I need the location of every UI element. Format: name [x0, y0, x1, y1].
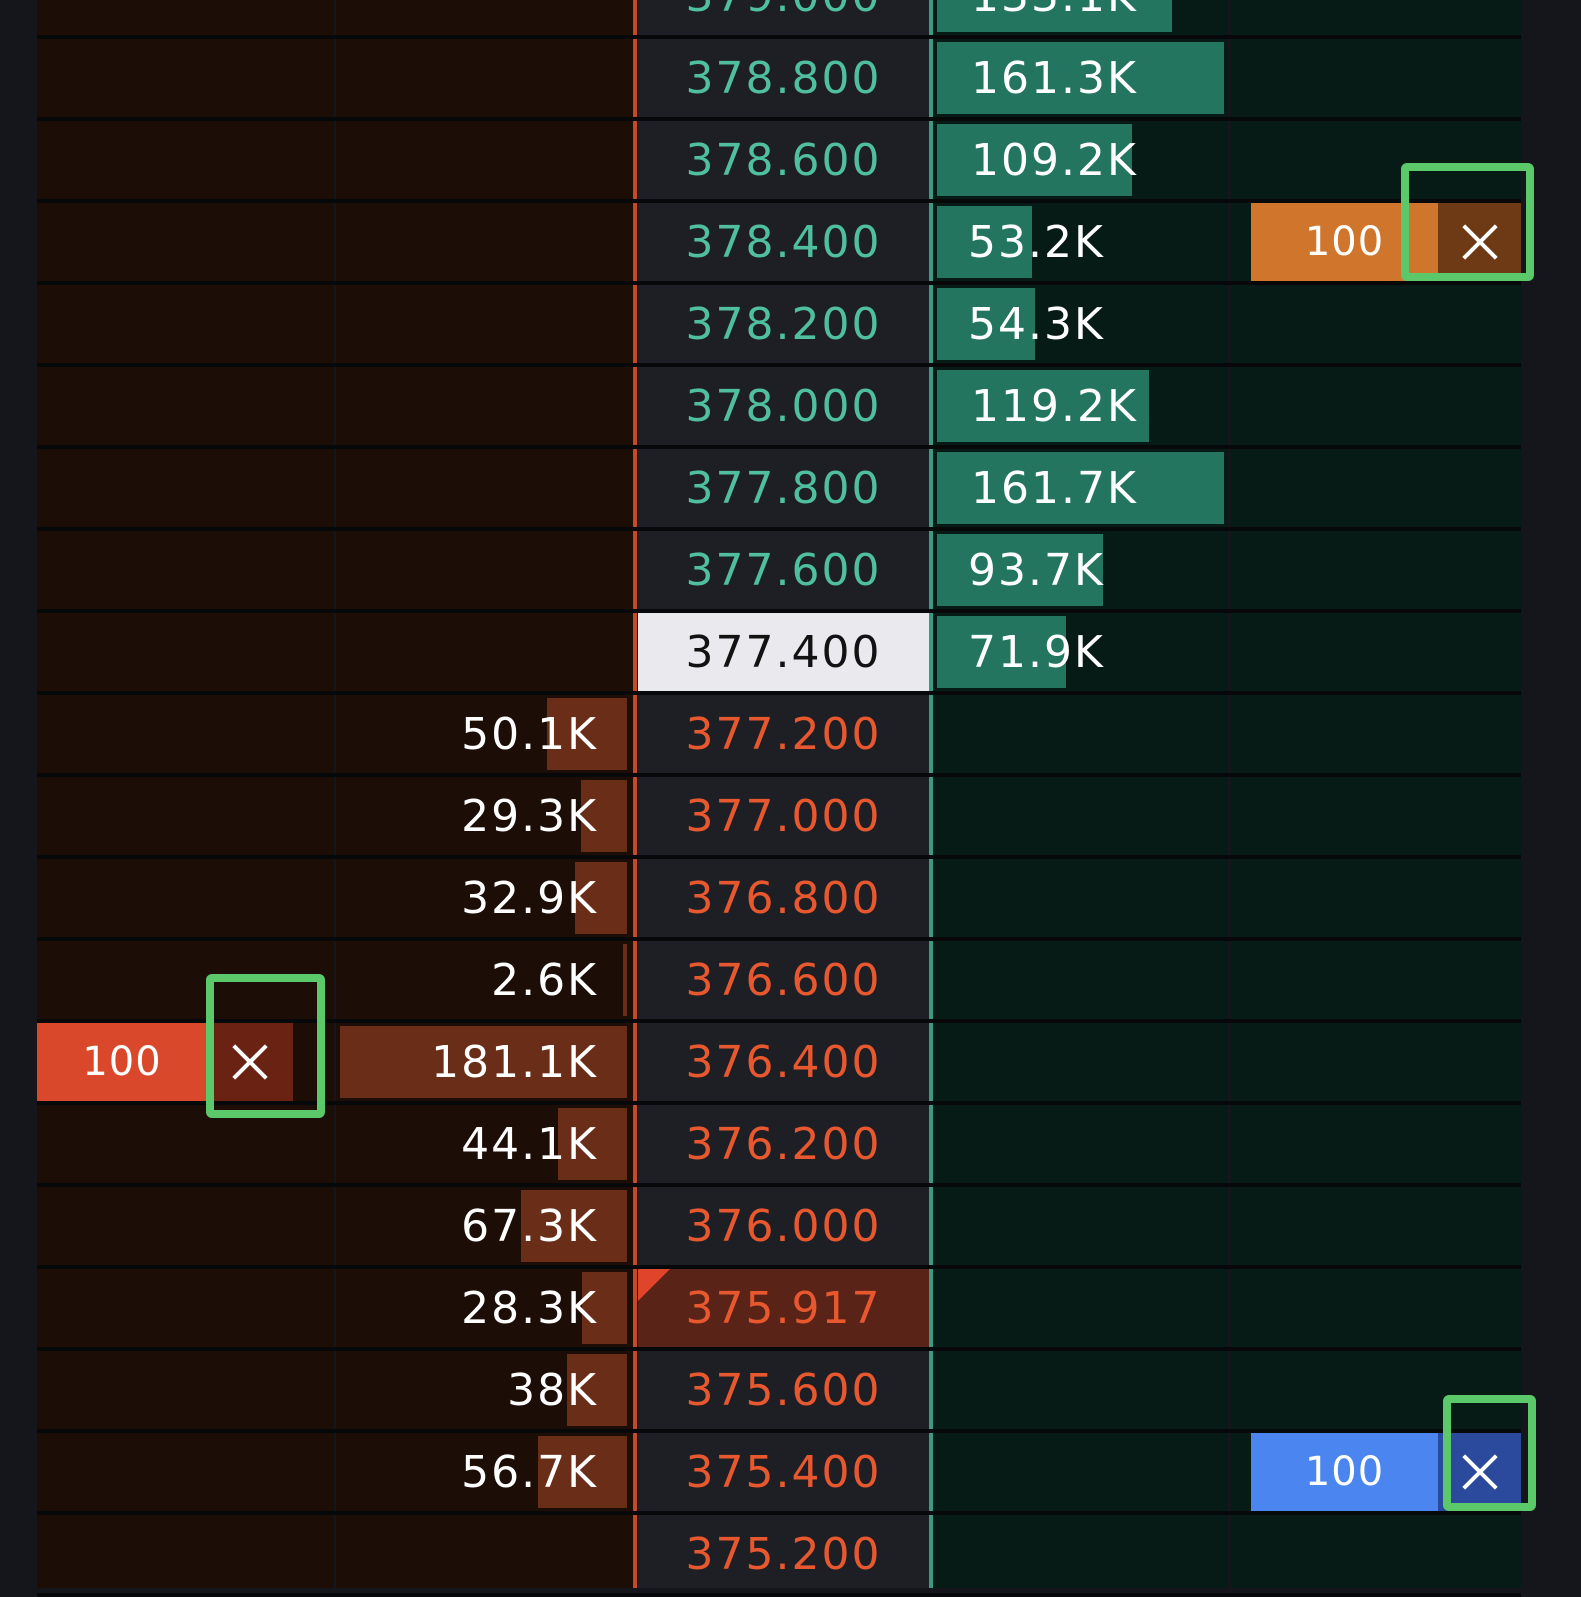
bid-working-order: 100 — [37, 1023, 293, 1101]
bid-depth-bar — [558, 1108, 627, 1180]
ask-size-label: 161.7K — [971, 462, 1138, 514]
row-separator — [37, 35, 1521, 39]
close-icon — [231, 1043, 269, 1081]
bid-size-label: 2.6K — [491, 954, 598, 1006]
bid-size-label: 56.7K — [461, 1446, 598, 1498]
bid-divider — [633, 0, 637, 1588]
price-cell[interactable]: 375.600 — [685, 1364, 882, 1416]
bid-depth-bar — [521, 1190, 627, 1262]
order-quantity[interactable]: 100 — [1251, 1433, 1438, 1511]
close-icon — [1461, 1453, 1499, 1491]
row-separator — [37, 1183, 1521, 1187]
ask-size-label: 109.2K — [971, 134, 1138, 186]
row-separator — [37, 1265, 1521, 1269]
ask-size-label: 71.9K — [968, 626, 1105, 678]
ask-depth-bar — [937, 452, 1224, 524]
price-cell[interactable]: 376.400 — [685, 1036, 882, 1088]
bid-size-label: 181.1K — [431, 1036, 598, 1088]
price-cell[interactable]: 376.000 — [685, 1200, 882, 1252]
row-separator — [37, 691, 1521, 695]
ask-depth-bar — [937, 124, 1132, 196]
ask-depth-bar — [937, 206, 1032, 278]
row-separator — [37, 855, 1521, 859]
ask-depth-bar — [937, 288, 1035, 360]
row-separator — [37, 609, 1521, 613]
price-cell[interactable]: 378.200 — [685, 298, 882, 350]
ask-depth-bar — [937, 616, 1066, 688]
price-cell[interactable]: 379.000 — [638, 0, 929, 35]
row-separator — [37, 1429, 1521, 1433]
bid-depth-bar — [567, 1354, 627, 1426]
last-trade-price-cell[interactable]: 375.917 — [638, 1269, 929, 1347]
bid-depth-bar — [575, 862, 627, 934]
ask-working-order: 100 — [1251, 1433, 1521, 1511]
ask-divider — [929, 0, 933, 1588]
cancel-order-button[interactable] — [1438, 1433, 1521, 1511]
bid-depth-bar — [623, 944, 627, 1016]
bid-size-label: 44.1K — [461, 1118, 598, 1170]
bid-orders-column[interactable] — [37, 0, 334, 1588]
order-quantity[interactable]: 100 — [37, 1023, 207, 1101]
price-cell[interactable]: 375.400 — [685, 1446, 882, 1498]
bid-depth-bar — [340, 1026, 627, 1098]
row-separator — [37, 1019, 1521, 1023]
bid-depth-bar — [581, 780, 627, 852]
row-separator — [37, 445, 1521, 449]
current-price-cell[interactable]: 377.400 — [638, 613, 929, 691]
row-separator — [37, 281, 1521, 285]
price-cell[interactable]: 376.600 — [685, 954, 882, 1006]
ask-size-label: 119.2K — [971, 380, 1138, 432]
ask-size-label: 133.1K — [971, 0, 1138, 35]
row-separator — [37, 363, 1521, 367]
bid-size-label: 28.3K — [461, 1282, 598, 1334]
bid-size-label: 32.9K — [461, 872, 598, 924]
row-separator — [37, 1511, 1521, 1515]
bid-size-label: 38K — [507, 1364, 598, 1416]
last-trade-marker — [638, 1269, 670, 1301]
row-separator — [37, 773, 1521, 777]
bid-size-label: 29.3K — [461, 790, 598, 842]
price-cell[interactable]: 377.000 — [685, 790, 882, 842]
price-cell[interactable]: 377.600 — [685, 544, 882, 596]
price-cell[interactable]: 376.800 — [685, 872, 882, 924]
row-separator — [37, 199, 1521, 203]
ask-size-label: 161.3K — [971, 52, 1138, 104]
row-separator — [37, 1593, 1521, 1597]
price-cell[interactable]: 377.200 — [685, 708, 882, 760]
cancel-order-button[interactable] — [207, 1023, 293, 1101]
ask-size-label: 93.7K — [968, 544, 1105, 596]
order-quantity[interactable]: 100 — [1251, 203, 1438, 281]
ask-depth-bar — [937, 42, 1224, 114]
row-separator — [37, 117, 1521, 121]
bid-depth-bar — [582, 1272, 627, 1344]
bid-depth-bar — [538, 1436, 627, 1508]
cancel-order-button[interactable] — [1438, 203, 1521, 281]
bid-size-label: 67.3K — [461, 1200, 598, 1252]
ask-depth-bar — [937, 370, 1149, 442]
price-cell[interactable]: 376.200 — [685, 1118, 882, 1170]
ask-size-label: 53.2K — [968, 216, 1105, 268]
ask-depth-bar — [937, 534, 1103, 606]
ask-depth-bar — [937, 0, 1172, 32]
ask-working-order: 100 — [1251, 203, 1521, 281]
row-separator — [37, 527, 1521, 531]
row-separator — [37, 1101, 1521, 1105]
price-cell[interactable]: 378.000 — [685, 380, 882, 432]
bid-depth-bar — [547, 698, 627, 770]
price-cell[interactable]: 377.800 — [685, 462, 882, 514]
price-cell[interactable]: 375.200 — [685, 1528, 882, 1580]
price-cell[interactable]: 378.600 — [685, 134, 882, 186]
bid-size-label: 50.1K — [461, 708, 598, 760]
ask-size-label: 54.3K — [968, 298, 1105, 350]
row-separator — [37, 937, 1521, 941]
close-icon — [1461, 223, 1499, 261]
price-cell[interactable]: 378.800 — [685, 52, 882, 104]
row-separator — [37, 1347, 1521, 1351]
price-cell[interactable]: 378.400 — [685, 216, 882, 268]
